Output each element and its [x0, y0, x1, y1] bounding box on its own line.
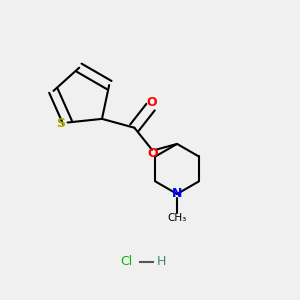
Text: S: S [56, 118, 65, 130]
Text: O: O [147, 147, 158, 160]
Text: Cl: Cl [120, 255, 133, 268]
Text: H: H [157, 255, 167, 268]
Text: O: O [146, 97, 157, 110]
Text: CH₃: CH₃ [167, 212, 187, 223]
Text: N: N [172, 188, 182, 200]
